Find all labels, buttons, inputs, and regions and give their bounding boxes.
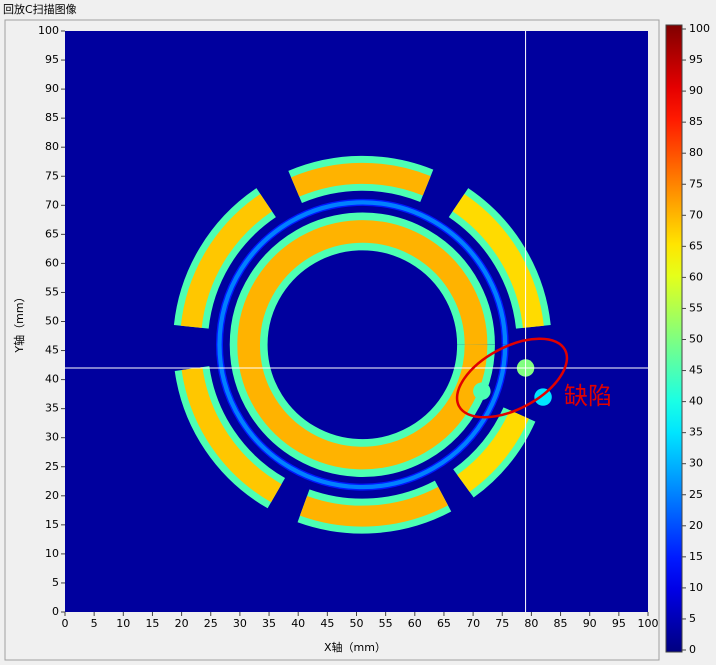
y-tick-label: 5 — [52, 576, 59, 589]
y-tick-label: 100 — [38, 24, 59, 37]
x-tick-label: 0 — [62, 617, 69, 630]
colorbar-tick-label: 40 — [689, 395, 703, 408]
colorbar-tick-label: 15 — [689, 550, 703, 563]
colorbar-tick-label: 10 — [689, 581, 703, 594]
scan-ring — [181, 366, 282, 503]
x-tick-label: 45 — [320, 617, 334, 630]
y-tick-label: 75 — [45, 169, 59, 182]
plot-area — [65, 31, 648, 612]
x-tick-label: 40 — [291, 617, 305, 630]
x-tick-label: 90 — [583, 617, 597, 630]
x-tick-label: 25 — [204, 617, 218, 630]
colorbar-tick-label: 55 — [689, 301, 703, 314]
colorbar-tick-label: 70 — [689, 208, 703, 221]
x-tick-label: 55 — [379, 617, 393, 630]
x-tick-label: 5 — [91, 617, 98, 630]
x-tick-label: 80 — [524, 617, 538, 630]
y-tick-label: 70 — [45, 198, 59, 211]
scan-ring — [452, 193, 544, 329]
colorbar-tick-label: 100 — [689, 22, 710, 35]
colorbar-tick-label: 45 — [689, 364, 703, 377]
y-tick-label: 65 — [45, 227, 59, 240]
y-tick-label: 20 — [45, 489, 59, 502]
x-tick-label: 35 — [262, 617, 276, 630]
y-tick-label: 35 — [45, 402, 59, 415]
colorbar-tick-label: 25 — [689, 488, 703, 501]
colorbar-tick-label: 95 — [689, 53, 703, 66]
scan-ring — [180, 193, 273, 329]
scan-ring — [457, 409, 530, 492]
y-tick-label: 25 — [45, 460, 59, 473]
colorbar — [665, 24, 683, 653]
colorbar-tick-label: 30 — [689, 457, 703, 470]
y-tick-label: 80 — [45, 140, 59, 153]
x-tick-label: 30 — [233, 617, 247, 630]
x-tick-label: 85 — [554, 617, 568, 630]
colorbar-tick-label: 35 — [689, 426, 703, 439]
y-tick-label: 50 — [45, 315, 59, 328]
colorbar-tick-label: 50 — [689, 333, 703, 346]
y-tick-label: 10 — [45, 547, 59, 560]
y-tick-label: 15 — [45, 518, 59, 531]
colorbar-tick-label: 60 — [689, 270, 703, 283]
x-tick-label: 15 — [145, 617, 159, 630]
y-tick-label: 55 — [45, 285, 59, 298]
colorbar-tick-label: 0 — [689, 643, 696, 656]
y-tick-label: 85 — [45, 111, 59, 124]
y-axis-label: Y轴（mm） — [12, 291, 26, 353]
x-tick-label: 100 — [638, 617, 659, 630]
scan-ring — [299, 486, 448, 527]
x-tick-label: 10 — [116, 617, 130, 630]
window-title: 回放C扫描图像 — [3, 2, 77, 16]
colorbar-tick-label: 65 — [689, 239, 703, 252]
scan-spot — [473, 382, 491, 400]
x-tick-label: 75 — [495, 617, 509, 630]
y-tick-label: 30 — [45, 431, 59, 444]
y-tick-label: 0 — [52, 605, 59, 618]
colorbar-tick-label: 5 — [689, 612, 696, 625]
x-axis-label: X轴（mm） — [324, 640, 386, 654]
x-tick-label: 20 — [175, 617, 189, 630]
x-tick-label: 65 — [437, 617, 451, 630]
colorbar-tick-label: 20 — [689, 519, 703, 532]
colorbar-tick-label: 90 — [689, 84, 703, 97]
y-tick-label: 90 — [45, 82, 59, 95]
defect-outline — [455, 337, 569, 419]
x-tick-label: 95 — [612, 617, 626, 630]
scan-ring — [237, 220, 488, 470]
y-tick-label: 40 — [45, 373, 59, 386]
scan-ring — [217, 200, 508, 490]
colorbar-tick-label: 85 — [689, 115, 703, 128]
y-tick-label: 95 — [45, 53, 59, 66]
x-tick-label: 60 — [408, 617, 422, 630]
y-tick-label: 45 — [45, 344, 59, 357]
x-tick-label: 50 — [350, 617, 364, 630]
annotation: 缺陷 — [564, 382, 612, 410]
y-tick-label: 60 — [45, 256, 59, 269]
x-tick-label: 70 — [466, 617, 480, 630]
colorbar-tick-label: 75 — [689, 177, 703, 190]
scan-ring — [291, 162, 431, 197]
colorbar-tick-label: 80 — [689, 146, 703, 159]
